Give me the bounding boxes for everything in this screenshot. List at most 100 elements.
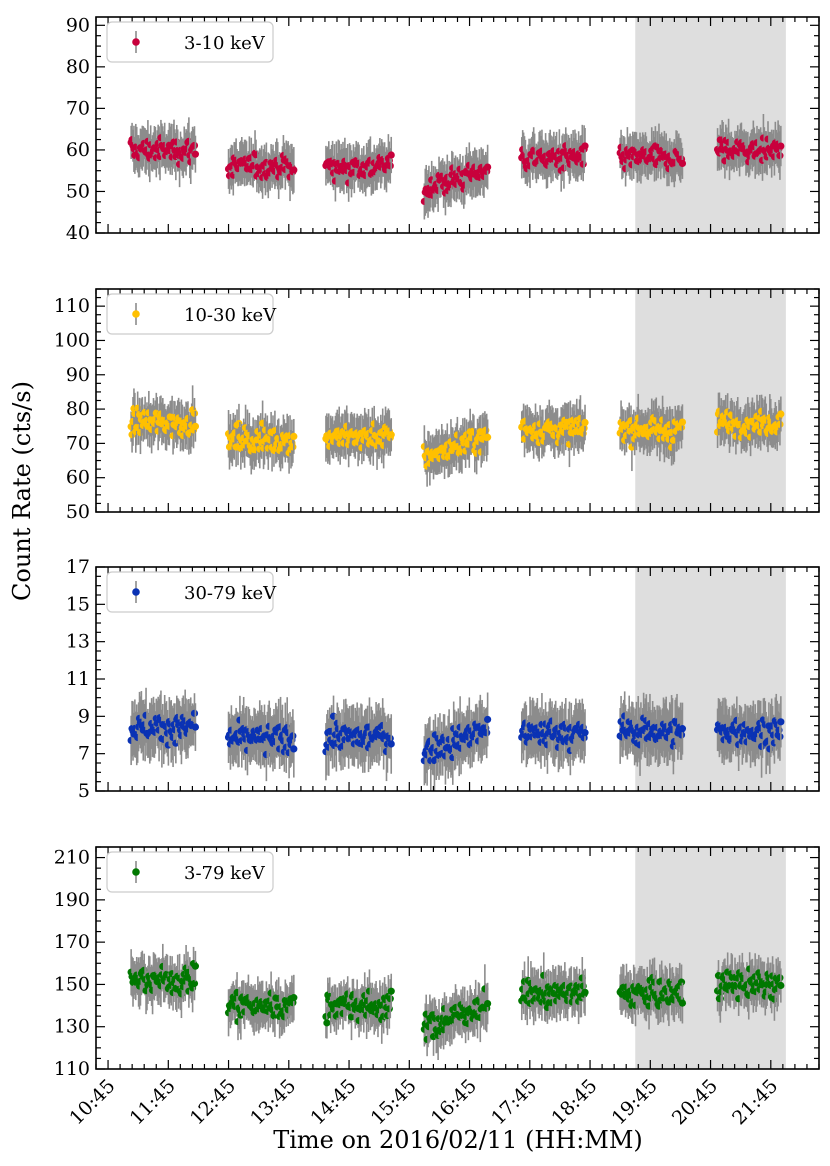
data-point [290,745,298,753]
data-point [628,443,636,451]
panel-3: 5 7 9 11 13 15 17 30-79 keV [66,556,820,802]
shaded-region [635,17,786,233]
data-point [290,166,298,174]
data-point [581,988,589,996]
x-tick-label: 19:45 [608,1075,662,1129]
data-point [776,420,784,428]
y-tick-label: 100 [54,329,90,351]
data-point [581,729,589,737]
y-tick-label: 40 [66,222,90,244]
data-point [484,715,492,724]
data-series [127,687,785,791]
data-point [666,421,674,429]
x-tick-label: 10:45 [65,1075,119,1129]
data-point [232,994,240,1002]
legend-box [106,571,274,613]
data-point [540,971,548,979]
data-point [484,433,492,441]
data-point [190,141,199,150]
legend-label: 3-10 keV [184,33,266,54]
data-point [560,164,568,172]
y-tick-label: 7 [78,743,90,765]
data-point [387,151,395,159]
data-point [483,729,491,737]
y-tick-label: 110 [54,1058,90,1080]
data-point [776,733,784,741]
data-point [290,994,298,1002]
data-point [777,410,785,418]
data-point [386,995,394,1003]
data-point [677,978,686,986]
panel-2: 50 60 70 80 90 100 110 10-30 keV [54,288,820,523]
data-point [290,432,298,440]
data-point [190,409,199,417]
y-tick-label: 80 [66,398,90,420]
y-tick-label: 210 [54,847,90,869]
x-tick-label: 20:45 [668,1075,722,1129]
y-tick-label: 50 [66,501,90,523]
legend-label: 30-79 keV [184,583,277,604]
data-point [581,142,589,150]
y-tick-label: 17 [66,556,90,578]
data-point [484,999,492,1008]
x-tick-label: 21:45 [728,1075,782,1129]
legend-label: 3-79 keV [184,863,266,884]
data-series [127,114,785,220]
data-series [127,385,785,487]
data-point [191,723,200,731]
legend-box [106,21,274,63]
data-point [678,418,687,426]
y-tick-label: 13 [66,631,90,653]
data-point [169,432,177,440]
data-point [190,979,199,988]
y-tick-label: 150 [54,973,90,995]
data-point [191,962,200,970]
panel-4: 110 130 150 170 190 210 3-79 keV [54,846,820,1080]
data-point [777,981,785,990]
y-tick-label: 5 [78,780,90,802]
data-series [127,943,785,1061]
legend-marker [132,310,140,318]
data-point [776,152,784,160]
data-point [677,423,686,431]
data-point [172,739,180,747]
y-axis-title: Count Rate (cts/s) [8,381,36,601]
data-point [678,725,687,733]
x-tick-label: 11:45 [126,1075,180,1129]
legend-marker [132,38,140,46]
data-point [235,419,243,428]
x-tick-label: 16:45 [427,1075,481,1129]
data-point [713,428,722,436]
legend: 10-30 keV [106,293,277,335]
y-tick-label: 9 [78,705,90,727]
data-point [289,732,297,740]
y-tick-label: 190 [54,889,90,911]
legend-box [106,293,274,335]
data-point [677,731,686,739]
y-tick-label: 90 [66,364,90,386]
legend-marker [132,868,140,876]
data-point [580,424,588,432]
x-tick-label: 15:45 [367,1075,421,1129]
data-point [289,443,297,451]
data-point [323,1019,331,1027]
x-tick-label: 18:45 [547,1075,601,1129]
data-point [678,999,687,1007]
y-tick-label: 70 [66,97,90,119]
y-tick-label: 11 [66,668,90,690]
data-point [776,974,784,982]
legend: 3-79 keV [106,851,274,893]
x-axis-title: Time on 2016/02/11 (HH:MM) [273,1126,643,1154]
y-tick-label: 90 [66,14,90,36]
legend: 3-10 keV [106,21,274,63]
data-point [191,422,200,430]
y-tick-label: 80 [66,56,90,78]
x-tick-label: 14:45 [306,1075,360,1129]
y-tick-label: 70 [66,432,90,454]
data-point [484,163,492,171]
shaded-region [635,289,786,512]
y-tick-label: 130 [54,1016,90,1038]
y-tick-label: 50 [66,180,90,202]
legend-label: 10-30 keV [184,305,277,326]
data-point [387,431,395,439]
